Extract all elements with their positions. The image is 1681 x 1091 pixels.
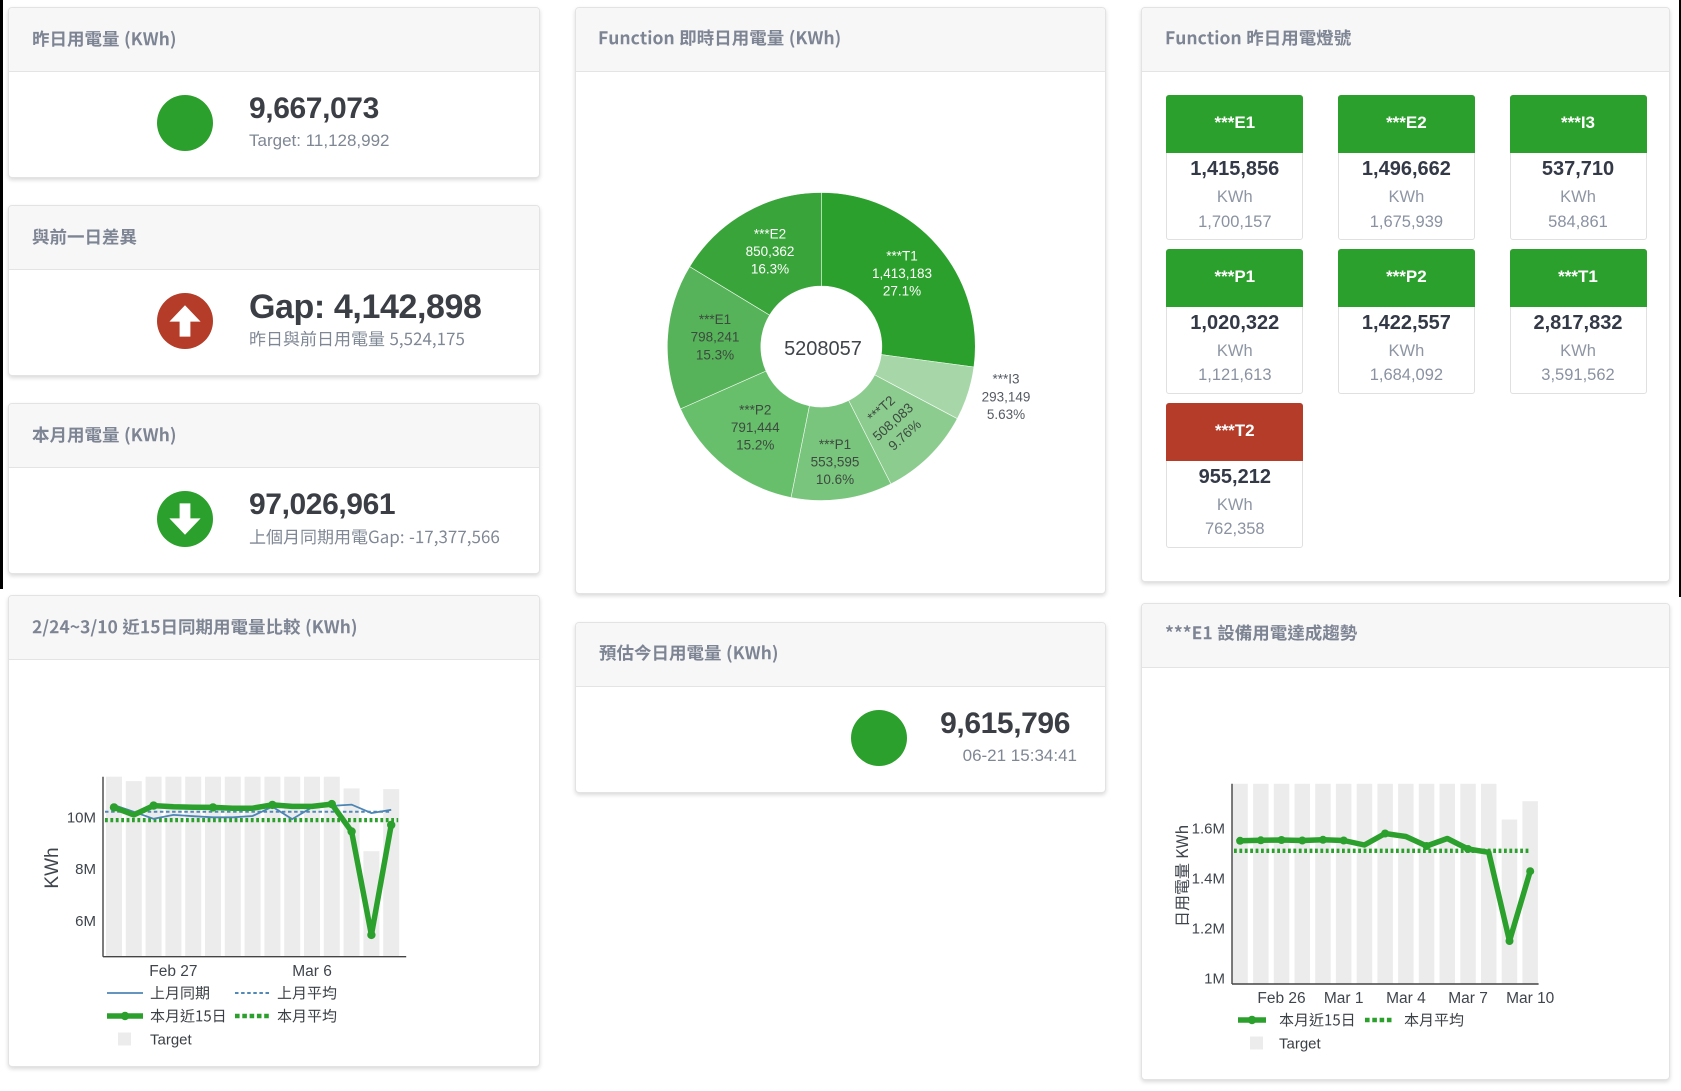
svg-text:Mar 7: Mar 7	[1448, 990, 1488, 1007]
svg-text:Feb 27: Feb 27	[149, 963, 197, 980]
svg-text:***E1: ***E1	[699, 312, 731, 327]
svg-text:Mar 1: Mar 1	[1324, 990, 1364, 1007]
svg-text:6M: 6M	[75, 913, 96, 930]
svg-text:Feb 26: Feb 26	[1257, 990, 1305, 1007]
svg-text:Target: Target	[150, 1031, 193, 1048]
svg-text:791,444: 791,444	[731, 420, 780, 435]
svg-text:KWh: KWh	[42, 847, 63, 888]
svg-text:798,241: 798,241	[691, 330, 740, 345]
svg-text:1.2M: 1.2M	[1192, 921, 1225, 938]
svg-text:***P2: ***P2	[739, 402, 771, 417]
svg-text:Target: Target	[1279, 1035, 1322, 1052]
svg-text:16.3%: 16.3%	[751, 262, 789, 277]
svg-text:Mar 10: Mar 10	[1506, 990, 1555, 1007]
svg-text:Mar 4: Mar 4	[1386, 990, 1426, 1007]
svg-text:1M: 1M	[1204, 971, 1225, 988]
svg-text:293,149: 293,149	[982, 389, 1031, 404]
svg-text:10.6%: 10.6%	[816, 472, 854, 487]
svg-text:850,362: 850,362	[746, 244, 795, 259]
svg-text:1.6M: 1.6M	[1192, 821, 1225, 838]
svg-text:1,413,183: 1,413,183	[872, 266, 932, 281]
svg-text:Mar 6: Mar 6	[292, 963, 332, 980]
svg-text:5.63%: 5.63%	[987, 407, 1025, 422]
svg-text:***E2: ***E2	[754, 226, 786, 241]
svg-text:8M: 8M	[75, 861, 96, 878]
svg-text:10M: 10M	[67, 810, 96, 827]
svg-text:1.4M: 1.4M	[1192, 871, 1225, 888]
svg-text:5208057: 5208057	[784, 338, 862, 360]
svg-text:15.2%: 15.2%	[736, 438, 774, 453]
svg-text:***P1: ***P1	[819, 437, 851, 452]
svg-text:553,595: 553,595	[811, 455, 860, 470]
svg-text:15.3%: 15.3%	[696, 347, 734, 362]
svg-text:***I3: ***I3	[992, 372, 1019, 387]
svg-text:27.1%: 27.1%	[883, 284, 921, 299]
svg-text:***T1: ***T1	[886, 248, 918, 263]
